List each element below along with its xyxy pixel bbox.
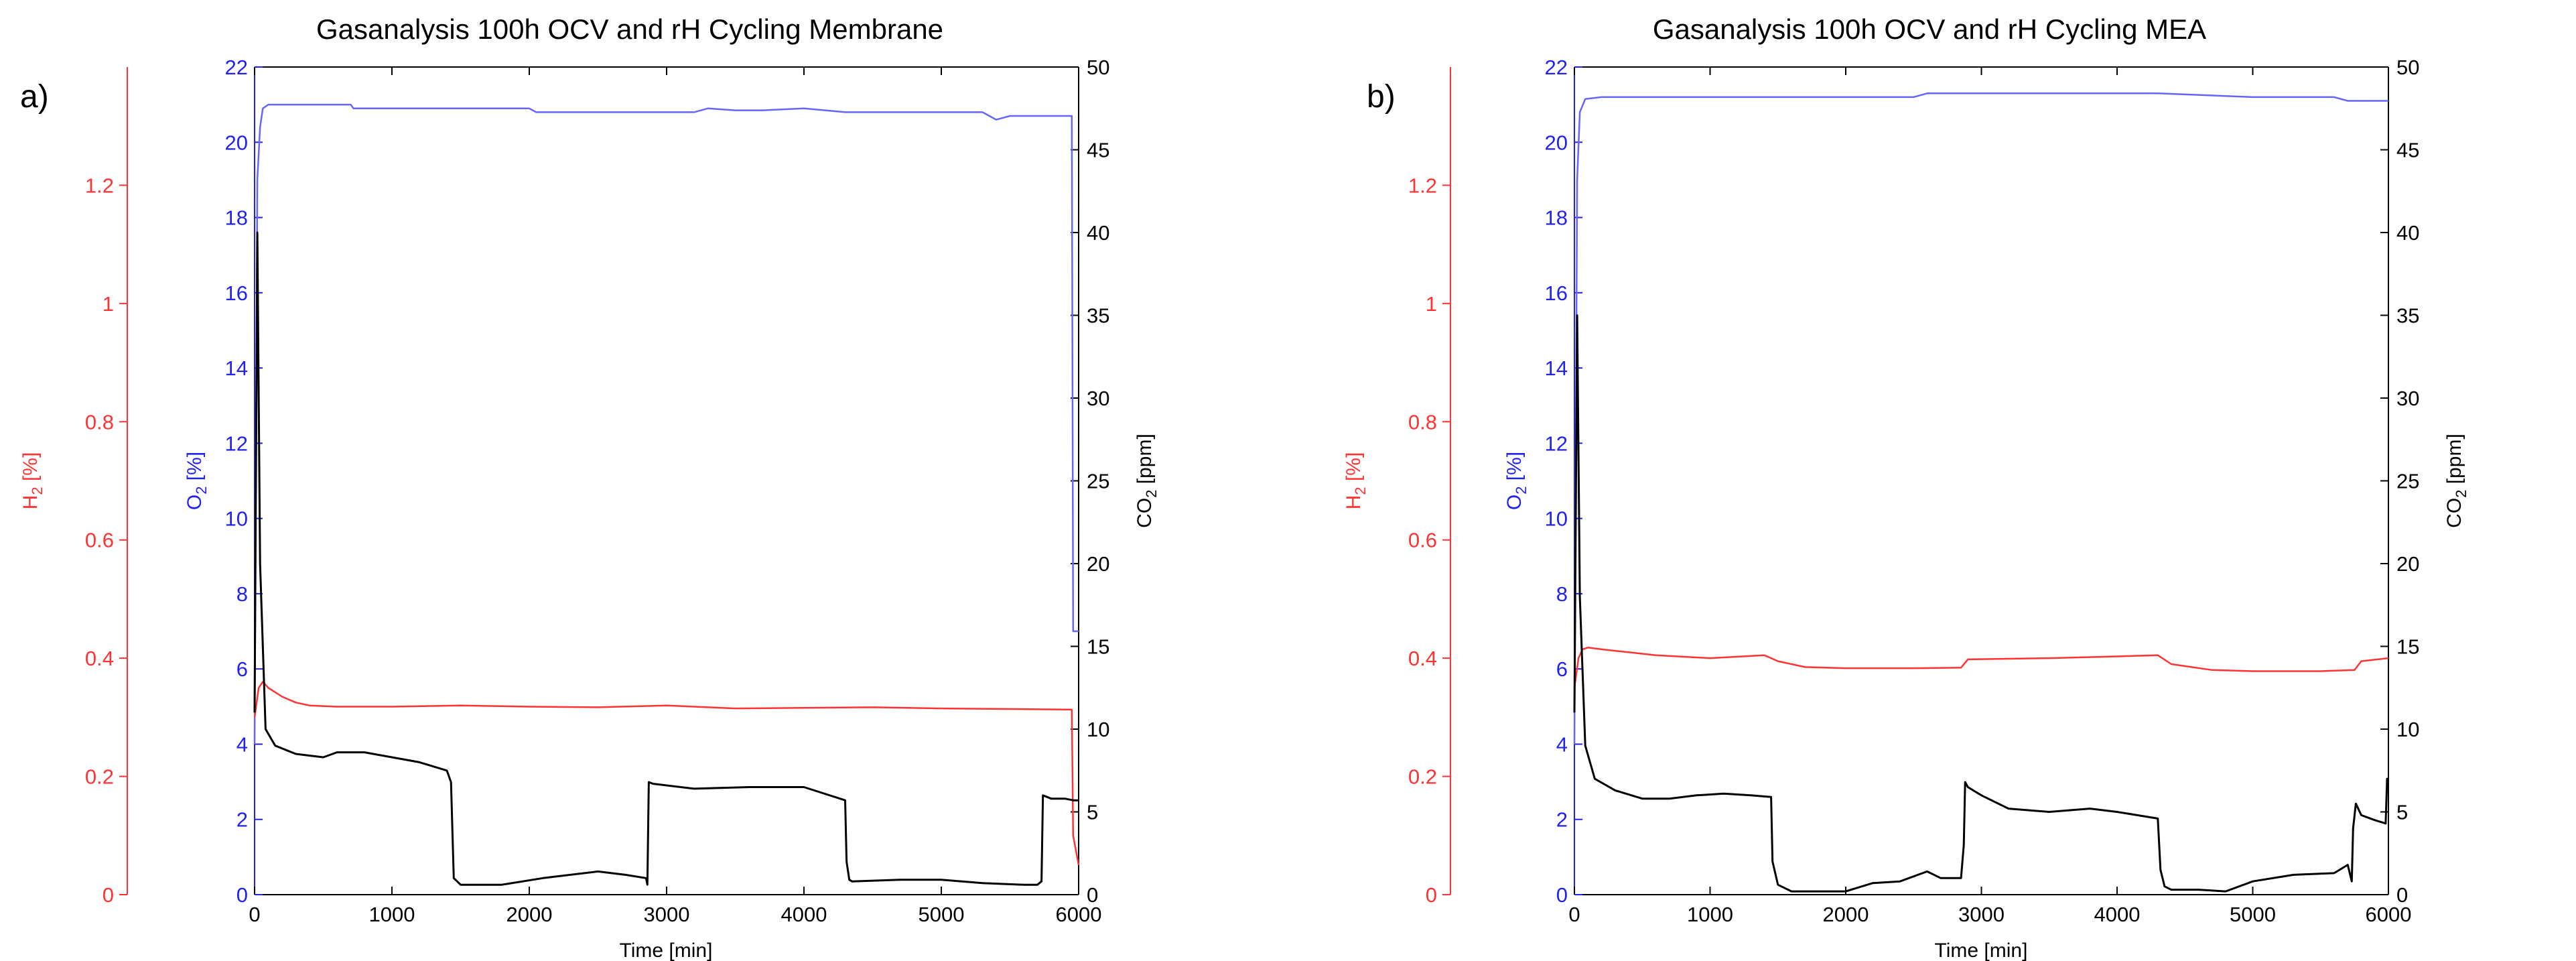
co2-tick-label: 40 [1087, 221, 1109, 245]
o2-tick-label: 12 [1545, 432, 1568, 455]
co2-tick-label: 45 [1087, 139, 1109, 162]
x-tick-label: 6000 [2366, 903, 2412, 926]
co2-tick-label: 0 [1087, 883, 1098, 907]
o2-tick-label: 0 [1556, 883, 1568, 907]
h2-tick-label: 0.8 [85, 410, 114, 434]
h2-tick-label: 0.4 [1408, 647, 1437, 670]
o2-tick-label: 6 [236, 657, 248, 681]
series-line-co2 [1573, 314, 2388, 893]
o2-tick-label: 20 [225, 131, 248, 154]
o2-tick-label: 8 [1556, 582, 1568, 606]
x-tick-label: 4000 [2094, 903, 2141, 926]
co2-tick-label: 5 [1087, 801, 1098, 824]
o2-tick-label: 10 [225, 507, 248, 531]
series-line-h2 [1573, 647, 2389, 688]
x-tick-label: 6000 [1056, 903, 1102, 926]
series-line-co2 [253, 231, 1079, 886]
o2-tick-label: 16 [225, 281, 248, 305]
panel-label: b) [1367, 79, 1396, 115]
x-tick-label: 3000 [1958, 903, 2005, 926]
h2-tick-label: 0.2 [85, 765, 114, 789]
o2-axis-label: O2 [%] [184, 452, 210, 510]
o2-tick-label: 16 [1545, 281, 1568, 305]
h2-tick-label: 1.2 [85, 174, 114, 197]
x-tick-label: 5000 [2230, 903, 2276, 926]
x-tick-label: 5000 [919, 903, 965, 926]
h2-tick-label: 0.6 [85, 529, 114, 552]
o2-tick-label: 10 [1545, 507, 1568, 531]
x-tick-label: 2000 [1823, 903, 1869, 926]
h2-axis-label: H2 [%] [1343, 452, 1369, 510]
o2-tick-label: 2 [236, 808, 248, 832]
h2-tick-label: 0 [103, 883, 114, 907]
co2-tick-label: 10 [2396, 718, 2419, 741]
co2-tick-label: 15 [1087, 635, 1109, 659]
x-tick-label: 0 [249, 903, 260, 926]
h2-axis-label: H2 [%] [19, 452, 46, 510]
co2-tick-label: 30 [2396, 387, 2419, 410]
co2-tick-label: 35 [2396, 304, 2419, 328]
o2-tick-label: 20 [1545, 131, 1568, 154]
x-axis-label: Time [min] [620, 940, 713, 961]
o2-tick-label: 18 [225, 206, 248, 230]
o2-tick-label: 22 [225, 56, 248, 79]
chart-title: Gasanalysis 100h OCV and rH Cycling Memb… [316, 13, 943, 45]
h2-tick-label: 1.2 [1408, 174, 1437, 197]
co2-axis-label: CO2 [ppm] [1134, 434, 1160, 528]
series-line-h2 [253, 681, 1080, 866]
series-line-o2 [253, 103, 1079, 745]
x-tick-label: 1000 [1687, 903, 1733, 926]
h2-tick-label: 0 [1426, 883, 1437, 907]
chart-title: Gasanalysis 100h OCV and rH Cycling MEA [1653, 13, 2206, 45]
h2-tick-label: 0.2 [1408, 765, 1437, 789]
o2-axis-label: O2 [%] [1503, 452, 1530, 510]
o2-tick-label: 14 [1545, 357, 1568, 380]
o2-tick-label: 12 [225, 432, 248, 455]
h2-tick-label: 1 [1426, 292, 1437, 316]
o2-tick-label: 0 [236, 883, 248, 907]
co2-tick-label: 0 [2396, 883, 2408, 907]
co2-tick-label: 25 [1087, 470, 1109, 493]
h2-tick-label: 0.4 [85, 647, 114, 670]
h2-tick-label: 1 [103, 292, 114, 316]
co2-tick-label: 50 [1087, 56, 1109, 79]
chart-panel-b: Gasanalysis 100h OCV and rH Cycling MEA … [1343, 13, 2469, 961]
x-axis-label: Time [min] [1935, 940, 2028, 961]
o2-tick-label: 18 [1545, 206, 1568, 230]
o2-tick-label: 22 [1545, 56, 1568, 79]
panel-label: a) [20, 79, 49, 115]
co2-axis-label: CO2 [ppm] [2443, 434, 2469, 528]
co2-tick-label: 15 [2396, 635, 2419, 659]
co2-tick-label: 10 [1087, 718, 1109, 741]
chart-panel-a: Gasanalysis 100h OCV and rH Cycling Memb… [19, 13, 1160, 961]
o2-tick-label: 6 [1556, 657, 1568, 681]
co2-tick-label: 45 [2396, 139, 2419, 162]
co2-tick-label: 5 [2396, 801, 2408, 824]
co2-tick-label: 40 [2396, 221, 2419, 245]
co2-tick-label: 50 [2396, 56, 2419, 79]
x-tick-label: 3000 [644, 903, 690, 926]
o2-tick-label: 8 [236, 582, 248, 606]
co2-tick-label: 25 [2396, 470, 2419, 493]
co2-tick-label: 35 [1087, 304, 1109, 328]
h2-tick-label: 0.8 [1408, 410, 1437, 434]
co2-tick-label: 20 [1087, 552, 1109, 576]
x-tick-label: 2000 [506, 903, 553, 926]
x-tick-label: 4000 [781, 903, 827, 926]
o2-tick-label: 4 [236, 732, 248, 756]
o2-tick-label: 2 [1556, 808, 1568, 832]
o2-tick-label: 4 [1556, 732, 1568, 756]
x-tick-label: 1000 [369, 903, 415, 926]
series-line-o2 [1573, 92, 2388, 745]
h2-tick-label: 0.6 [1408, 529, 1437, 552]
o2-tick-label: 14 [225, 357, 248, 380]
co2-tick-label: 30 [1087, 387, 1109, 410]
co2-tick-label: 20 [2396, 552, 2419, 576]
x-tick-label: 0 [1568, 903, 1580, 926]
